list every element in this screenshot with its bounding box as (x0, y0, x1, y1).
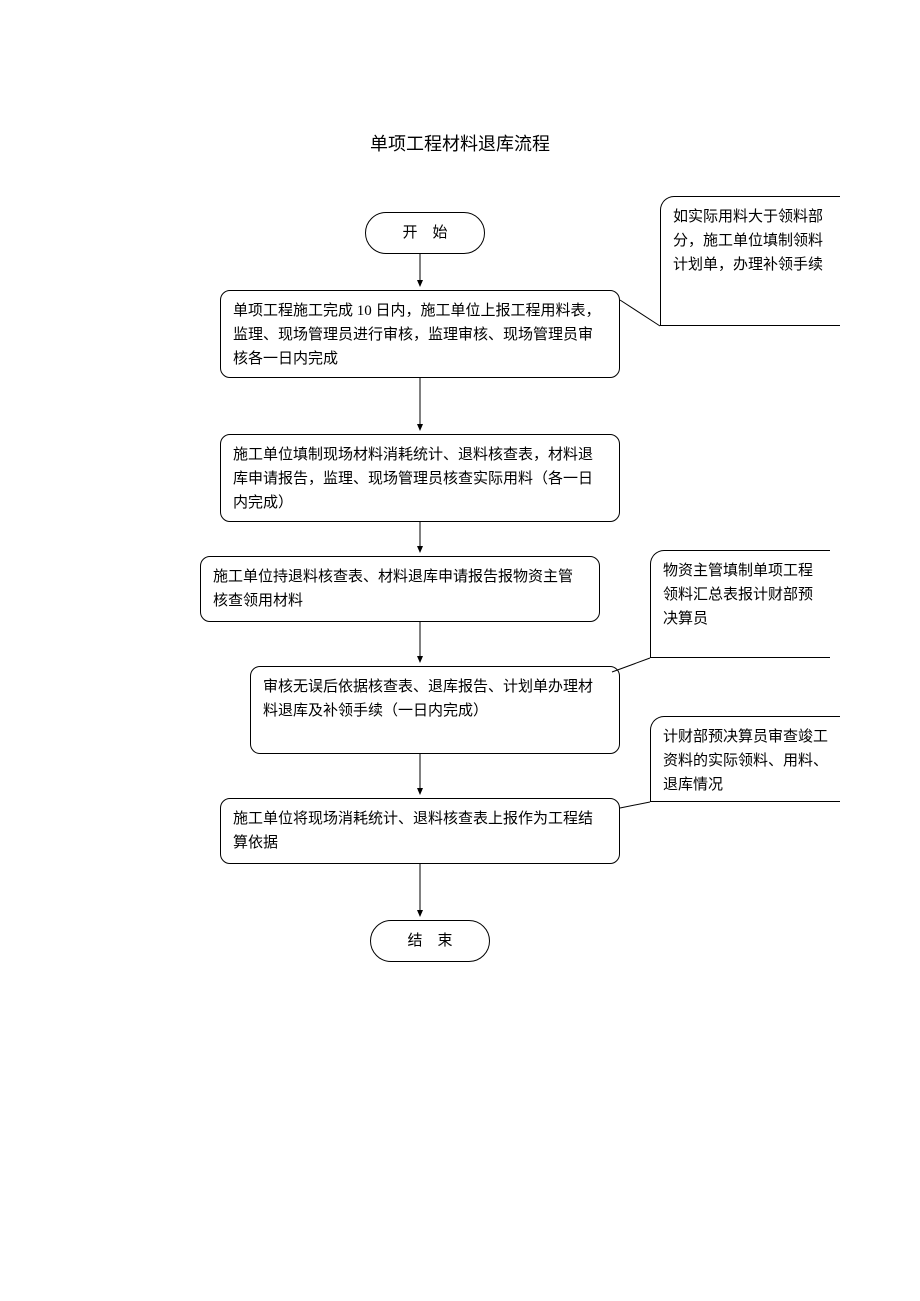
node-end-text: 结束 (407, 933, 467, 949)
node-step1: 单项工程施工完成 10 日内，施工单位上报工程用料表，监理、现场管理员进行审核，… (220, 290, 620, 378)
node-step3-text: 施工单位持退料核查表、材料退库申请报告报物资主管核查领用材料 (213, 569, 573, 609)
node-step2-text: 施工单位填制现场材料消耗统计、退料核查表，材料退库申请报告，监理、现场管理员核查… (233, 447, 593, 511)
node-start-text: 开始 (402, 225, 462, 241)
node-step5: 施工单位将现场消耗统计、退料核查表上报作为工程结算依据 (220, 798, 620, 864)
node-step4: 审核无误后依据核查表、退库报告、计划单办理材料退库及补领手续（一日内完成） (250, 666, 620, 754)
page-title: 单项工程材料退库流程 (0, 130, 920, 156)
note-1-text: 如实际用料大于领料部分，施工单位填制领料计划单，办理补领手续 (673, 209, 823, 273)
node-start: 开始 (365, 212, 485, 254)
note-2-text: 物资主管填制单项工程领料汇总表报计财部预决算员 (663, 563, 813, 627)
note-1: 如实际用料大于领料部分，施工单位填制领料计划单，办理补领手续 (660, 196, 840, 326)
node-step5-text: 施工单位将现场消耗统计、退料核查表上报作为工程结算依据 (233, 811, 593, 851)
note-3: 计财部预决算员审查竣工资料的实际领料、用料、退库情况 (650, 716, 840, 802)
flowchart-page: 单项工程材料退库流程 开始 单项工程施工完成 10 日内，施工单位上报工程用料表… (0, 0, 920, 1301)
node-step4-text: 审核无误后依据核查表、退库报告、计划单办理材料退库及补领手续（一日内完成） (263, 679, 593, 719)
note-2: 物资主管填制单项工程领料汇总表报计财部预决算员 (650, 550, 830, 658)
leader-note1 (620, 300, 660, 326)
node-step3: 施工单位持退料核查表、材料退库申请报告报物资主管核查领用材料 (200, 556, 600, 622)
leader-note3 (620, 802, 650, 808)
node-end: 结束 (370, 920, 490, 962)
node-step1-text: 单项工程施工完成 10 日内，施工单位上报工程用料表，监理、现场管理员进行审核，… (233, 303, 601, 367)
node-step2: 施工单位填制现场材料消耗统计、退料核查表，材料退库申请报告，监理、现场管理员核查… (220, 434, 620, 522)
note-3-text: 计财部预决算员审查竣工资料的实际领料、用料、退库情况 (663, 729, 828, 793)
